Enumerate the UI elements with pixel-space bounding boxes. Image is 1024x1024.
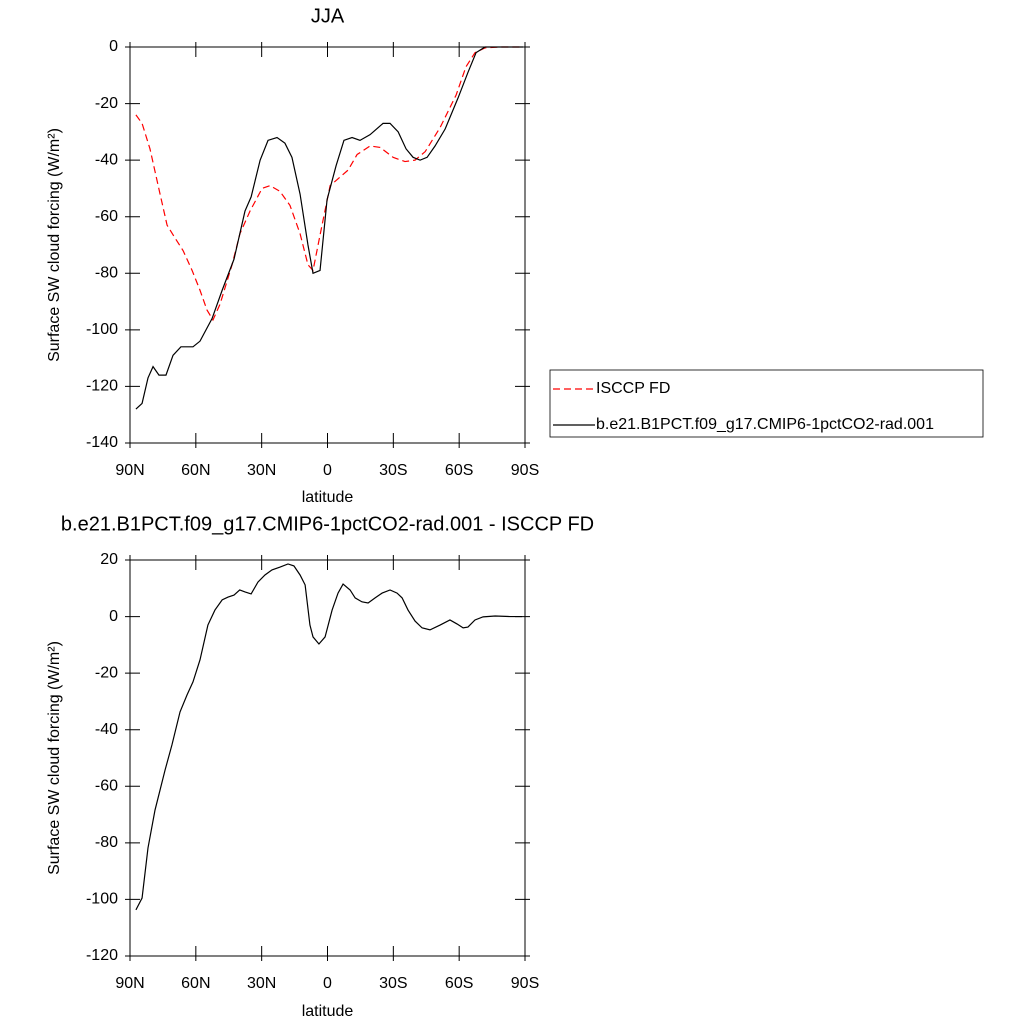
x-tick-label: 90N	[115, 975, 144, 992]
y-tick-label: -40	[95, 151, 118, 168]
y-tick-label: -100	[86, 891, 118, 908]
x-axis-label: latitude	[302, 1003, 354, 1020]
data-line	[135, 46, 524, 322]
x-tick-label: 30S	[379, 975, 407, 992]
y-tick-label: 0	[109, 608, 118, 625]
x-tick-label: 90S	[511, 462, 539, 479]
y-tick-label: -20	[95, 95, 118, 112]
y-tick-label: -80	[95, 265, 118, 282]
chart-title: JJA	[311, 5, 345, 27]
legend-box	[549, 369, 984, 438]
x-tick-label: 30S	[379, 462, 407, 479]
y-tick-label: -60	[95, 208, 118, 225]
x-tick-label: 30N	[247, 975, 276, 992]
y-tick-label: -140	[86, 434, 118, 451]
y-tick-label: -40	[95, 721, 118, 738]
x-axis-label: latitude	[302, 489, 354, 506]
y-tick-label: -60	[95, 778, 118, 795]
y-tick-label: 0	[109, 38, 118, 55]
x-tick-label: 60N	[181, 975, 210, 992]
x-tick-label: 90S	[511, 975, 539, 992]
x-tick-label: 0	[323, 975, 332, 992]
y-tick-label: -120	[86, 378, 118, 395]
y-tick-label: -100	[86, 321, 118, 338]
plot-frame	[129, 559, 526, 957]
chart-title: b.e21.B1PCT.f09_g17.CMIP6-1pctCO2-rad.00…	[61, 513, 594, 535]
y-tick-label: -80	[95, 834, 118, 851]
legend-label: ISCCP FD	[596, 380, 670, 397]
x-tick-label: 60S	[445, 462, 473, 479]
y-tick-label: 20	[100, 551, 118, 568]
y-axis-label: Surface SW cloud forcing (W/m²)	[46, 128, 63, 362]
x-tick-label: 90N	[115, 462, 144, 479]
data-line	[135, 563, 523, 911]
y-tick-label: -120	[86, 947, 118, 964]
x-tick-label: 60S	[445, 975, 473, 992]
x-tick-label: 0	[323, 462, 332, 479]
legend-label: b.e21.B1PCT.f09_g17.CMIP6-1pctCO2-rad.00…	[596, 416, 934, 433]
data-line	[135, 46, 524, 410]
y-tick-label: -20	[95, 664, 118, 681]
y-axis-label: Surface SW cloud forcing (W/m²)	[46, 641, 63, 875]
plot-frame	[129, 46, 526, 444]
x-tick-label: 60N	[181, 462, 210, 479]
x-tick-label: 30N	[247, 462, 276, 479]
